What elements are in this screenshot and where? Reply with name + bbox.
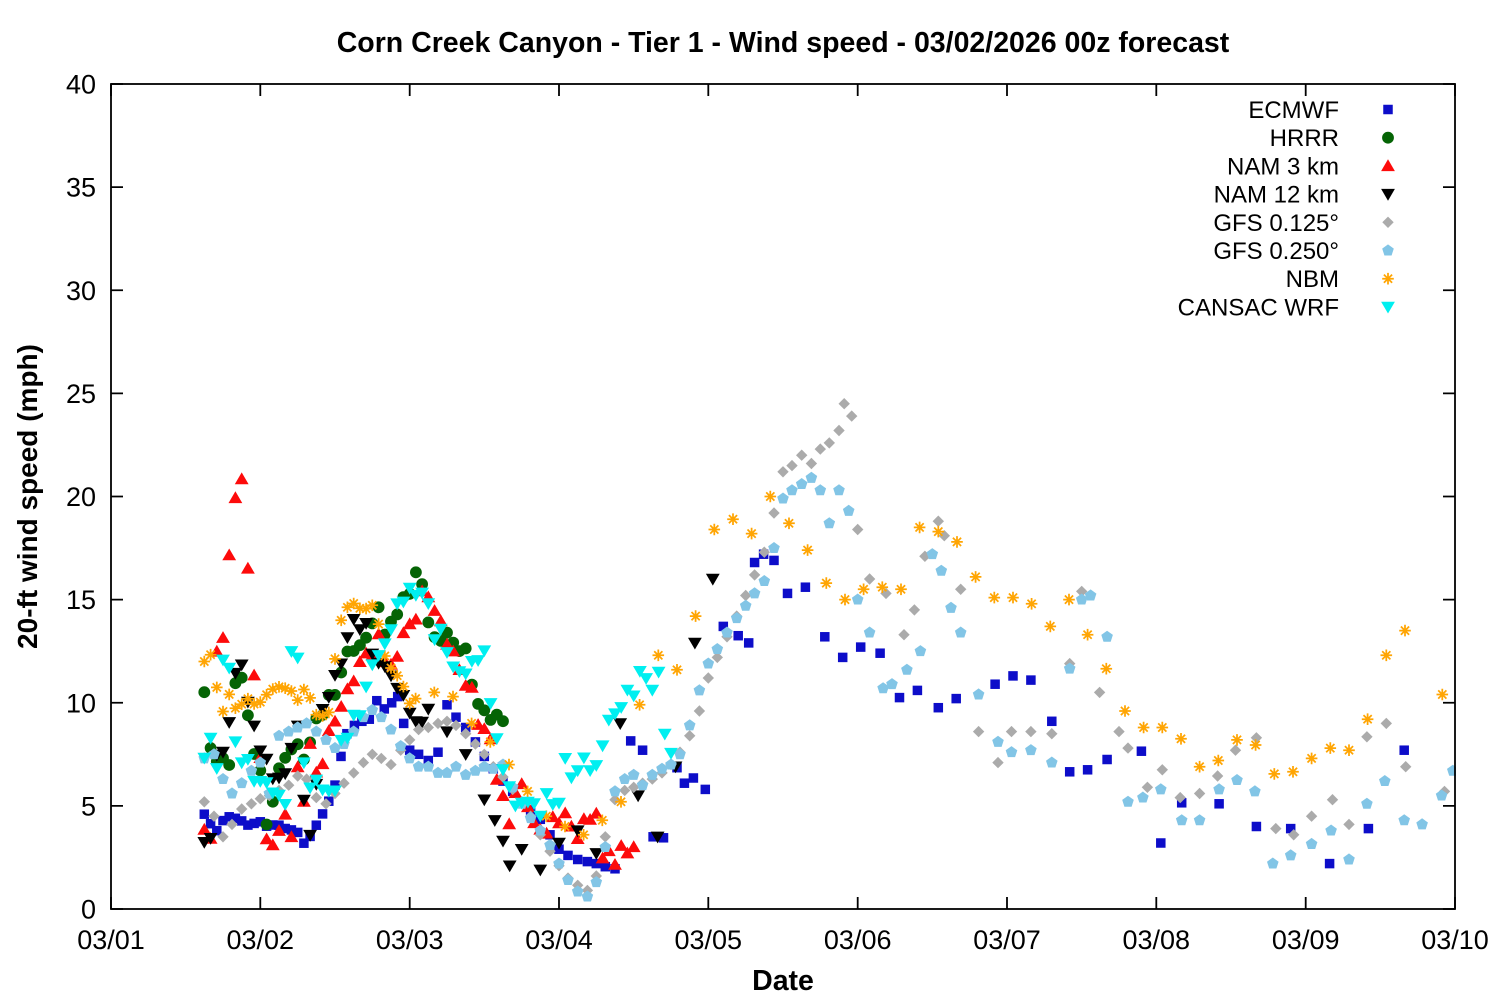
svg-text:0: 0 bbox=[81, 895, 96, 925]
svg-text:20-ft wind speed (mph): 20-ft wind speed (mph) bbox=[12, 344, 43, 649]
svg-text:40: 40 bbox=[66, 70, 96, 100]
svg-text:5: 5 bbox=[81, 792, 96, 822]
svg-text:GFS 0.250°: GFS 0.250° bbox=[1213, 238, 1339, 265]
svg-text:03/01: 03/01 bbox=[77, 925, 145, 955]
svg-text:03/04: 03/04 bbox=[525, 925, 593, 955]
svg-text:03/02: 03/02 bbox=[227, 925, 295, 955]
svg-text:NAM 12 km: NAM 12 km bbox=[1214, 182, 1339, 209]
svg-text:NAM 3 km: NAM 3 km bbox=[1227, 153, 1339, 180]
svg-text:15: 15 bbox=[66, 585, 96, 615]
svg-text:03/08: 03/08 bbox=[1123, 925, 1191, 955]
svg-text:Date: Date bbox=[752, 965, 814, 997]
svg-text:25: 25 bbox=[66, 379, 96, 409]
svg-text:03/05: 03/05 bbox=[675, 925, 743, 955]
svg-text:03/03: 03/03 bbox=[376, 925, 444, 955]
svg-text:35: 35 bbox=[66, 173, 96, 203]
svg-text:03/09: 03/09 bbox=[1272, 925, 1340, 955]
svg-text:CANSAC WRF: CANSAC WRF bbox=[1178, 294, 1339, 321]
svg-text:03/07: 03/07 bbox=[973, 925, 1041, 955]
svg-text:ECMWF: ECMWF bbox=[1248, 97, 1339, 124]
svg-text:30: 30 bbox=[66, 276, 96, 306]
svg-text:10: 10 bbox=[66, 688, 96, 718]
svg-text:20: 20 bbox=[66, 482, 96, 512]
svg-text:HRRR: HRRR bbox=[1270, 125, 1339, 152]
svg-text:NBM: NBM bbox=[1286, 266, 1339, 293]
svg-text:03/10: 03/10 bbox=[1421, 925, 1489, 955]
svg-text:Corn Creek Canyon - Tier 1 - W: Corn Creek Canyon - Tier 1 - Wind speed … bbox=[337, 27, 1230, 59]
svg-text:GFS 0.125°: GFS 0.125° bbox=[1213, 210, 1339, 237]
svg-text:03/06: 03/06 bbox=[824, 925, 892, 955]
